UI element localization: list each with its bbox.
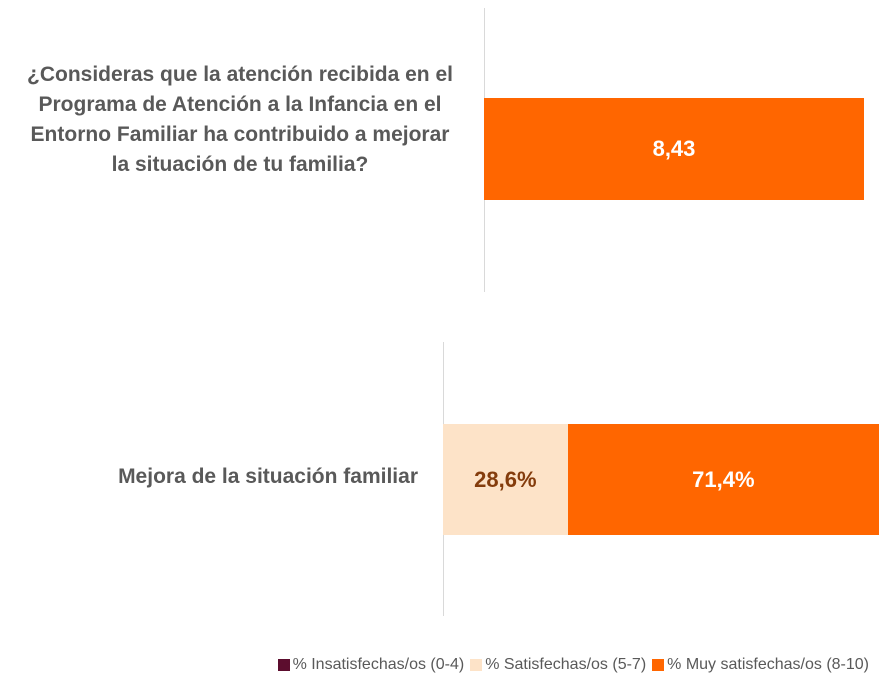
category-label: Mejora de la situación familiar	[118, 465, 418, 488]
legend-item: % Insatisfechas/os (0-4)	[272, 656, 465, 674]
legend-item: % Muy satisfechas/os (8-10)	[646, 656, 869, 674]
value-label: 71,4%	[692, 466, 755, 492]
legend-swatch	[277, 659, 290, 671]
legend-swatch	[652, 659, 665, 671]
category-label: ¿Consideras que la atención recibida en …	[27, 63, 453, 176]
legend-item: % Satisfechas/os (5-7)	[464, 656, 646, 674]
legend-swatch	[470, 659, 483, 671]
legend-label: % Muy satisfechas/os (8-10)	[667, 656, 869, 673]
value-label: 28,6%	[474, 466, 537, 492]
bar-segment	[567, 424, 879, 535]
value-label: 8,43	[652, 136, 696, 161]
legend-label: % Satisfechas/os (5-7)	[485, 656, 647, 673]
legend-label: % Insatisfechas/os (0-4)	[292, 656, 465, 673]
bar	[484, 98, 864, 200]
bar-segment	[443, 424, 568, 535]
legend: % Insatisfechas/os (0-4) % Satisfechas/os…	[0, 656, 879, 674]
